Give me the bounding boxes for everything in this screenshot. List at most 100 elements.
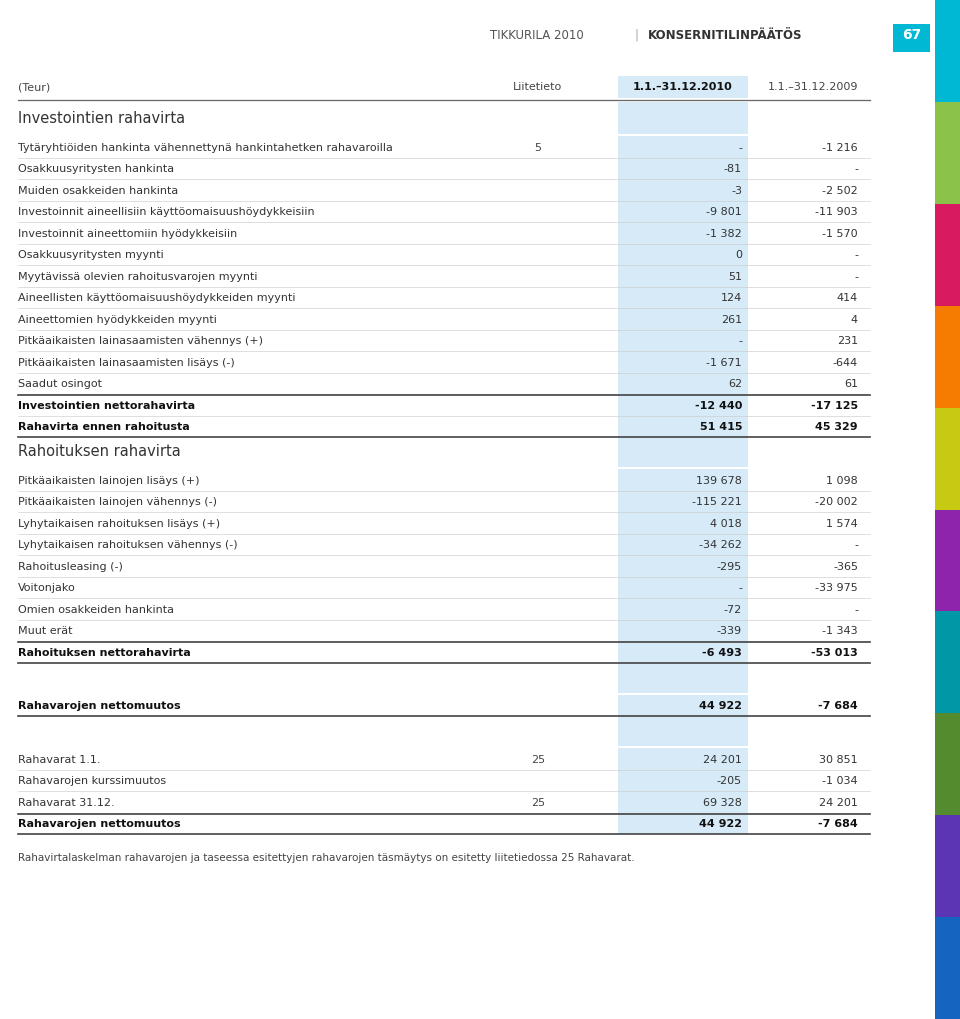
- Text: Rahavarojen kurssimuutos: Rahavarojen kurssimuutos: [18, 776, 166, 787]
- Text: Lyhytaikaisen rahoituksen lisäys (+): Lyhytaikaisen rahoituksen lisäys (+): [18, 519, 220, 529]
- Text: 1 098: 1 098: [827, 476, 858, 486]
- Bar: [935, 408, 960, 510]
- Bar: [618, 555, 748, 577]
- Bar: [618, 769, 748, 791]
- Bar: [618, 812, 748, 834]
- Text: -33 975: -33 975: [815, 583, 858, 593]
- Bar: [935, 510, 960, 611]
- Text: 414: 414: [837, 293, 858, 304]
- Text: Investointien nettorahavirta: Investointien nettorahavirta: [18, 400, 195, 411]
- Text: -295: -295: [717, 561, 742, 572]
- Bar: [618, 329, 748, 351]
- Text: Aineellisten käyttöomaisuushöydykkeiden myynti: Aineellisten käyttöomaisuushöydykkeiden …: [18, 293, 296, 304]
- Bar: [618, 620, 748, 641]
- Text: Rahavarojen nettomuutos: Rahavarojen nettomuutos: [18, 819, 180, 829]
- Text: Muut erät: Muut erät: [18, 627, 73, 636]
- Bar: [618, 435, 748, 467]
- Text: -205: -205: [717, 776, 742, 787]
- Text: Lyhytaikaisen rahoituksen vähennys (-): Lyhytaikaisen rahoituksen vähennys (-): [18, 540, 238, 550]
- Bar: [935, 102, 960, 204]
- Bar: [618, 598, 748, 620]
- Text: -339: -339: [717, 627, 742, 636]
- Bar: [618, 351, 748, 373]
- Text: Rahavirtalaskelman rahavarojen ja taseessa esitettyjen rahavarojen täsmäytys on : Rahavirtalaskelman rahavarojen ja tasees…: [18, 853, 635, 863]
- Text: Investoinnit aineettomiin hyödykkeisiin: Investoinnit aineettomiin hyödykkeisiin: [18, 228, 237, 238]
- Text: 24 201: 24 201: [819, 798, 858, 808]
- Text: -34 262: -34 262: [699, 540, 742, 550]
- Text: Rahoituksen nettorahavirta: Rahoituksen nettorahavirta: [18, 648, 191, 657]
- Text: Saadut osingot: Saadut osingot: [18, 379, 102, 389]
- Text: -6 493: -6 493: [703, 648, 742, 657]
- Bar: [935, 306, 960, 408]
- Bar: [935, 611, 960, 713]
- Text: 4 018: 4 018: [710, 519, 742, 529]
- Text: 30 851: 30 851: [820, 755, 858, 764]
- Text: 61: 61: [844, 379, 858, 389]
- Text: -: -: [738, 143, 742, 153]
- Text: -115 221: -115 221: [692, 497, 742, 507]
- Text: -: -: [854, 251, 858, 260]
- Text: 69 328: 69 328: [703, 798, 742, 808]
- Text: 1.1.–31.12.2010: 1.1.–31.12.2010: [634, 82, 732, 92]
- Text: Rahoituksen rahavirta: Rahoituksen rahavirta: [18, 443, 180, 459]
- Bar: [618, 76, 748, 98]
- Text: -53 013: -53 013: [811, 648, 858, 657]
- Bar: [935, 0, 960, 102]
- Text: -365: -365: [833, 561, 858, 572]
- Text: Rahavarojen nettomuutos: Rahavarojen nettomuutos: [18, 701, 180, 711]
- Bar: [618, 469, 748, 490]
- Text: Investointien rahavirta: Investointien rahavirta: [18, 110, 185, 125]
- Text: 139 678: 139 678: [696, 476, 742, 486]
- Text: -: -: [738, 583, 742, 593]
- Text: Omien osakkeiden hankinta: Omien osakkeiden hankinta: [18, 604, 174, 614]
- Text: Pitkäaikaisten lainojen vähennys (-): Pitkäaikaisten lainojen vähennys (-): [18, 497, 217, 507]
- Text: -17 125: -17 125: [811, 400, 858, 411]
- Bar: [618, 158, 748, 179]
- Bar: [618, 102, 748, 135]
- Bar: [618, 179, 748, 201]
- Bar: [618, 308, 748, 329]
- Text: Rahavarat 31.12.: Rahavarat 31.12.: [18, 798, 114, 808]
- Text: -1 216: -1 216: [823, 143, 858, 153]
- Bar: [618, 286, 748, 308]
- Bar: [935, 713, 960, 815]
- Text: Myytävissä olevien rahoitusvarojen myynti: Myytävissä olevien rahoitusvarojen myynt…: [18, 272, 257, 281]
- Text: Voitonjako: Voitonjako: [18, 583, 76, 593]
- Text: TIKKURILA 2010: TIKKURILA 2010: [490, 29, 584, 42]
- Bar: [618, 748, 748, 769]
- Text: 25: 25: [531, 798, 545, 808]
- Text: -: -: [854, 164, 858, 174]
- Text: Aineettomien hyödykkeiden myynti: Aineettomien hyödykkeiden myynti: [18, 315, 217, 325]
- Bar: [618, 416, 748, 437]
- Text: Rahavirta ennen rahoitusta: Rahavirta ennen rahoitusta: [18, 422, 190, 432]
- Text: -1 034: -1 034: [823, 776, 858, 787]
- Text: -1 382: -1 382: [707, 228, 742, 238]
- Bar: [935, 917, 960, 1019]
- Bar: [618, 244, 748, 265]
- Bar: [618, 641, 748, 662]
- Text: 25: 25: [531, 755, 545, 764]
- Text: -9 801: -9 801: [707, 207, 742, 217]
- Text: -1 570: -1 570: [823, 228, 858, 238]
- Text: 124: 124: [721, 293, 742, 304]
- Text: 45 329: 45 329: [815, 422, 858, 432]
- Text: -644: -644: [832, 358, 858, 368]
- Text: 261: 261: [721, 315, 742, 325]
- Text: |: |: [635, 29, 639, 42]
- Text: 5: 5: [535, 143, 541, 153]
- Text: 51: 51: [728, 272, 742, 281]
- Bar: [618, 714, 748, 746]
- Bar: [618, 201, 748, 222]
- Text: Muiden osakkeiden hankinta: Muiden osakkeiden hankinta: [18, 185, 179, 196]
- Text: -81: -81: [724, 164, 742, 174]
- Text: (Teur): (Teur): [18, 82, 50, 92]
- Bar: [618, 394, 748, 416]
- Text: -11 903: -11 903: [815, 207, 858, 217]
- Text: -: -: [854, 540, 858, 550]
- Text: -: -: [738, 336, 742, 346]
- Text: -1 671: -1 671: [707, 358, 742, 368]
- Bar: [618, 791, 748, 812]
- Text: -7 684: -7 684: [818, 701, 858, 711]
- Bar: [935, 204, 960, 306]
- Text: -20 002: -20 002: [815, 497, 858, 507]
